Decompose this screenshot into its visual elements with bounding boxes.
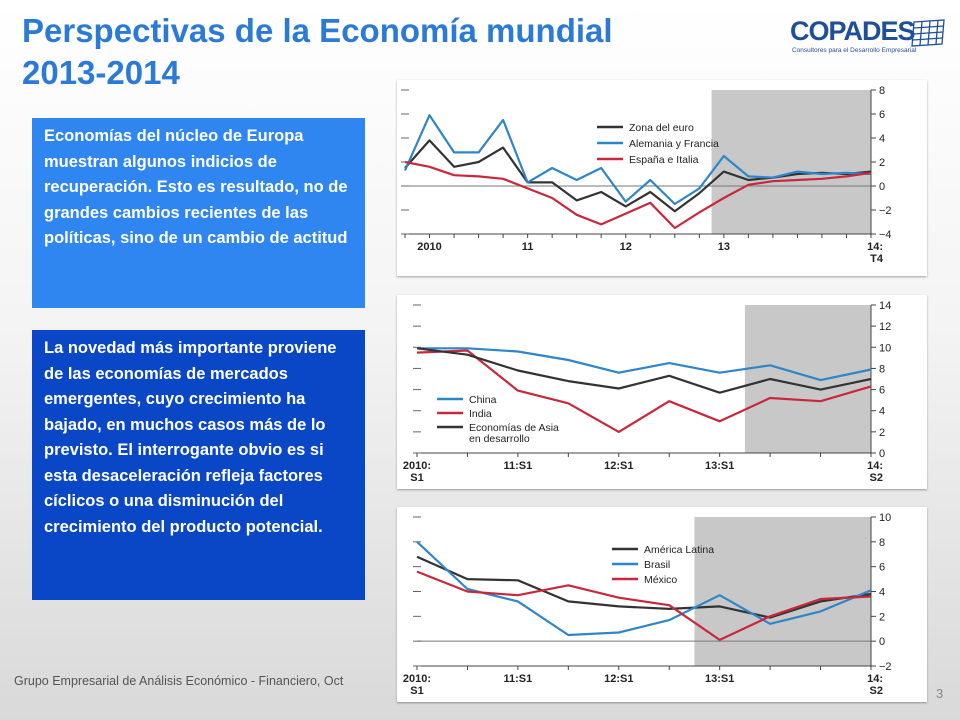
chart-svg: 0 2 4 6 8 10 12 14 2010:S1 11:S1 12:S1 13:S1 14:S2 Ch…	[403, 300, 891, 484]
legend-label: Alemania y Francia	[629, 138, 719, 150]
forecast-shading	[711, 90, 871, 234]
copades-logo: COPADES Consultores para el Desarrollo E…	[760, 14, 960, 60]
x-tick-label: 14:	[867, 241, 883, 253]
text-box-europe: Economías del núcleo de Europa muestran …	[32, 118, 365, 308]
y-tick-label: 2	[879, 611, 885, 623]
logo-globe-icon	[911, 19, 945, 47]
x-tick-label: 14:	[867, 673, 883, 685]
y-tick-label: 0	[879, 448, 885, 460]
y-tick-label: 12	[879, 321, 891, 333]
x-tick-label: 11:S1	[504, 673, 533, 685]
series-line	[403, 114, 872, 206]
legend-label: Zona del euro	[629, 122, 694, 134]
y-tick-label: 8	[879, 363, 885, 375]
series-line	[404, 160, 872, 230]
y-tick-label: 14	[879, 300, 891, 312]
forecast-shading	[694, 517, 871, 666]
legend-label: México	[644, 574, 677, 586]
series-line	[416, 555, 872, 619]
chart-svg: −4 −2 0 2 4 6 8 2010 11 12 13 14:T4 Zona del euro Ale…	[401, 85, 892, 265]
text-box-europe-text: Economías del núcleo de Europa muestran …	[44, 127, 348, 247]
slide-title: Perspectivas de la Economía mundial 2013…	[22, 10, 702, 94]
text-box-emerging: La novedad más importante proviene de la…	[32, 330, 365, 600]
legend-label: Economías de Asia	[469, 422, 559, 434]
page-number: 3	[936, 686, 944, 701]
x-tick-label: 2010:	[403, 673, 431, 685]
x-tick-label: 12:S1	[604, 673, 633, 685]
x-tick-label: 12:S1	[604, 460, 633, 472]
x-tick-label: 12	[620, 241, 632, 253]
legend-label: China	[469, 394, 497, 406]
y-tick-label: 6	[879, 109, 885, 121]
series-line	[416, 349, 872, 433]
series-line	[404, 139, 872, 213]
y-tick-label: 10	[879, 512, 891, 524]
y-tick-label: −2	[879, 661, 892, 673]
series-line	[416, 540, 872, 637]
logo-subtitle: Consultores para el Desarrollo Empresari…	[792, 47, 917, 54]
y-tick-label: 8	[879, 537, 885, 549]
x-tick-label: S2	[870, 472, 883, 484]
chart-latin-america: −2 0 2 4 6 8 10 2010: S1 11:S1 12:S1 13:S1 14: S2 Amér…	[397, 507, 927, 702]
y-tick-label: 6	[879, 385, 885, 397]
x-tick-label: 13:S1	[705, 673, 734, 685]
x-tick-label: 11:S1	[504, 460, 533, 472]
series-line	[417, 347, 872, 382]
x-tick-label: 13:S1	[705, 460, 734, 472]
legend-label: Brasil	[644, 559, 670, 571]
x-tick-label: S1	[410, 685, 423, 697]
x-tick-label: 2010	[417, 241, 441, 253]
x-tick-label: 13	[718, 241, 730, 253]
legend-label: India	[469, 408, 492, 420]
legend-label: América Latina	[644, 544, 714, 556]
legend-label: España e Italia	[629, 154, 699, 166]
forecast-shading	[744, 305, 871, 453]
text-box-emerging-text: La novedad más importante proviene de la…	[44, 339, 337, 536]
x-tick-label: 14:	[867, 460, 883, 472]
y-tick-label: 4	[879, 587, 885, 599]
y-tick-label: 0	[879, 181, 885, 193]
footer-text: Grupo Empresarial de Análisis Económico …	[14, 674, 344, 688]
logo-text: COPADES	[790, 16, 916, 46]
y-tick-label: −2	[879, 205, 892, 217]
title-line-2: 2013-2014	[22, 54, 180, 91]
series-line	[416, 347, 872, 394]
x-tick-label: T4	[870, 253, 884, 265]
y-tick-label: 10	[879, 342, 891, 354]
x-tick-label: S2	[870, 685, 883, 697]
x-tick-label: S1	[410, 472, 423, 484]
chart-europe: −4 −2 0 2 4 6 8 2010 11 12 13 14: T4 Zona del euro Ale…	[397, 80, 927, 276]
legend-label: en desarrollo	[469, 433, 530, 445]
y-tick-label: 2	[879, 157, 885, 169]
series-line	[416, 570, 872, 641]
x-tick-label: 2010:	[403, 460, 431, 472]
y-tick-label: 6	[879, 562, 885, 574]
y-tick-label: 4	[879, 406, 885, 418]
y-tick-label: 2	[879, 427, 885, 439]
chart-asia: 0 2 4 6 8 10 12 14 2010: S1 11:S1 12:S1 13:S1 14: S2 Ch…	[397, 295, 927, 489]
x-tick-label: 11	[522, 241, 534, 253]
y-tick-label: 0	[879, 636, 885, 648]
y-tick-label: 4	[879, 133, 885, 145]
y-tick-label: −4	[879, 229, 892, 241]
chart-svg: −2 0 2 4 6 8 10 2010:S1 11:S1 12:S1 13:S1 14:S2 Amér…	[403, 512, 892, 697]
y-tick-label: 8	[879, 85, 885, 97]
title-line-1: Perspectivas de la Economía mundial	[22, 12, 613, 49]
